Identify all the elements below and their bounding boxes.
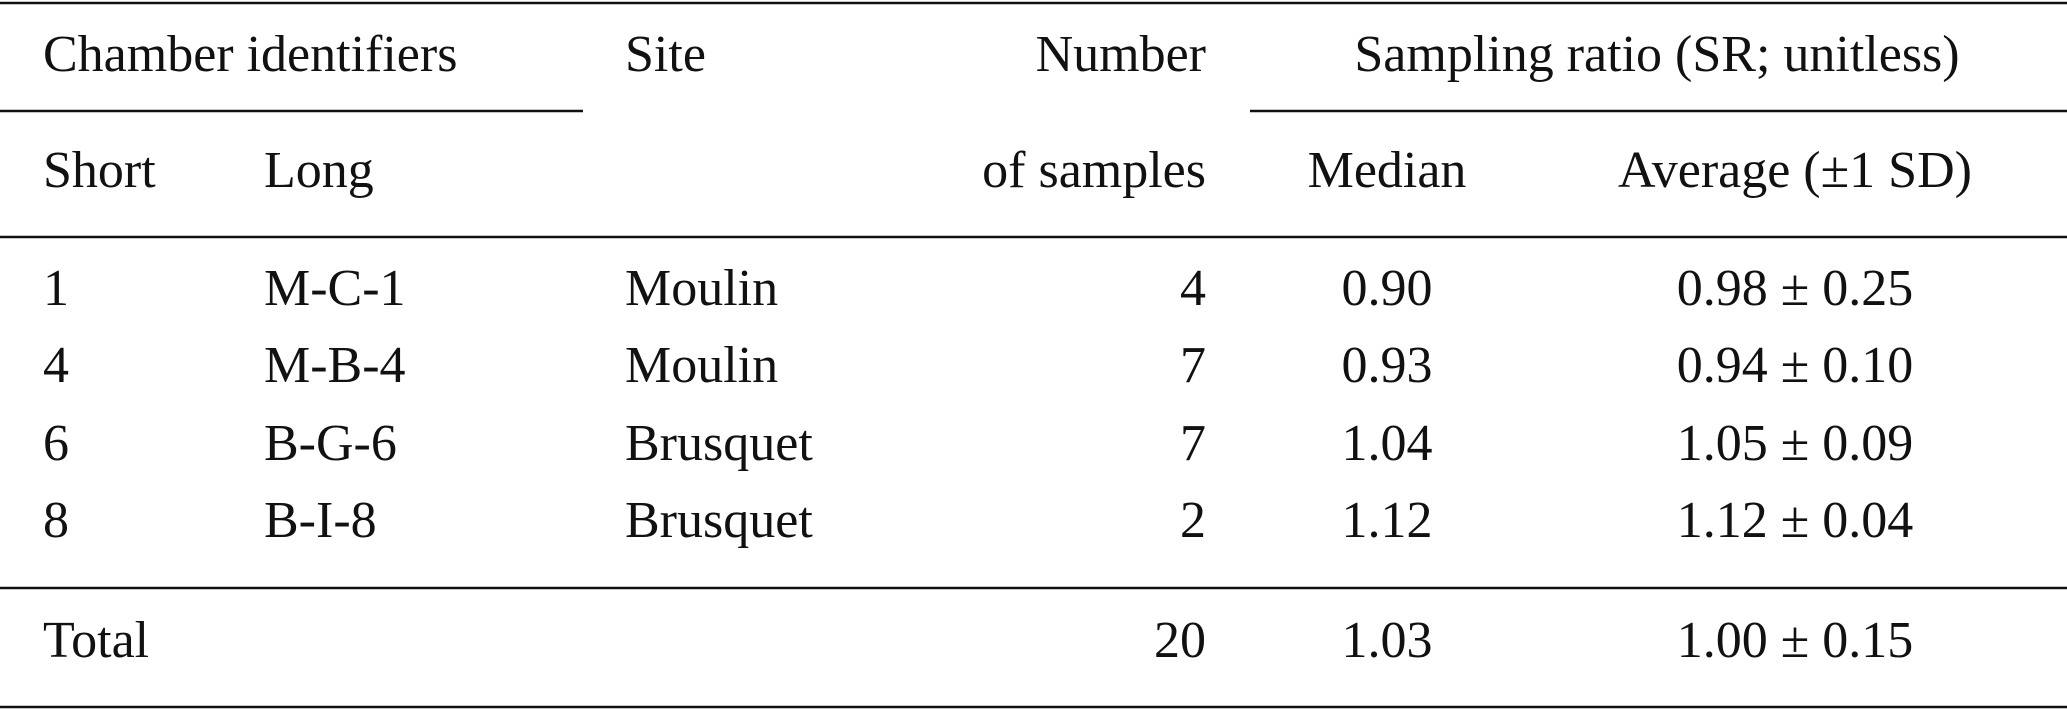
table-cell: Moulin (625, 260, 778, 317)
header-cell: Chamber identifiers (43, 26, 457, 83)
header-cell: Short (43, 142, 156, 199)
table-cell: 1.12 (1342, 492, 1433, 549)
table-cell: 2 (1180, 492, 1206, 549)
table-cell: 8 (43, 492, 69, 549)
table-cell: Brusquet (625, 492, 813, 549)
table-cell: 1.05 ± 0.09 (1677, 415, 1914, 472)
header-cell: Number (1036, 26, 1206, 83)
table-cell: B-G-6 (264, 415, 397, 472)
table-cell: 0.90 (1342, 260, 1433, 317)
table-cell: 7 (1180, 415, 1206, 472)
table-cell: 0.98 ± 0.25 (1677, 260, 1914, 317)
table-cell: 1.04 (1342, 415, 1433, 472)
table-cell: 7 (1180, 337, 1206, 394)
table-cell: 0.94 ± 0.10 (1677, 337, 1914, 394)
table-cell: 1.12 ± 0.04 (1677, 492, 1914, 549)
header-cell: of samples (982, 142, 1206, 199)
total-cell: Total (43, 612, 149, 669)
header-cell: Average (±1 SD) (1618, 142, 1972, 199)
table-cell: 4 (43, 337, 69, 394)
total-cell: 1.03 (1342, 612, 1433, 669)
total-cell: 1.00 ± 0.15 (1677, 612, 1914, 669)
table-cell: M-B-4 (264, 337, 406, 394)
total-cell: 20 (1154, 612, 1206, 669)
header-cell: Sampling ratio (SR; unitless) (1354, 26, 1959, 83)
table-cell: 0.93 (1342, 337, 1433, 394)
header-cell: Long (264, 142, 374, 199)
table-cell: 1 (43, 260, 69, 317)
table-cell: M-C-1 (264, 260, 406, 317)
header-cell: Site (625, 26, 706, 83)
table-cell: 4 (1180, 260, 1206, 317)
table-cell: Moulin (625, 337, 778, 394)
header-cell: Median (1308, 142, 1467, 199)
table-cell: Brusquet (625, 415, 813, 472)
table-cell: 6 (43, 415, 69, 472)
table-cell: B-I-8 (264, 492, 377, 549)
